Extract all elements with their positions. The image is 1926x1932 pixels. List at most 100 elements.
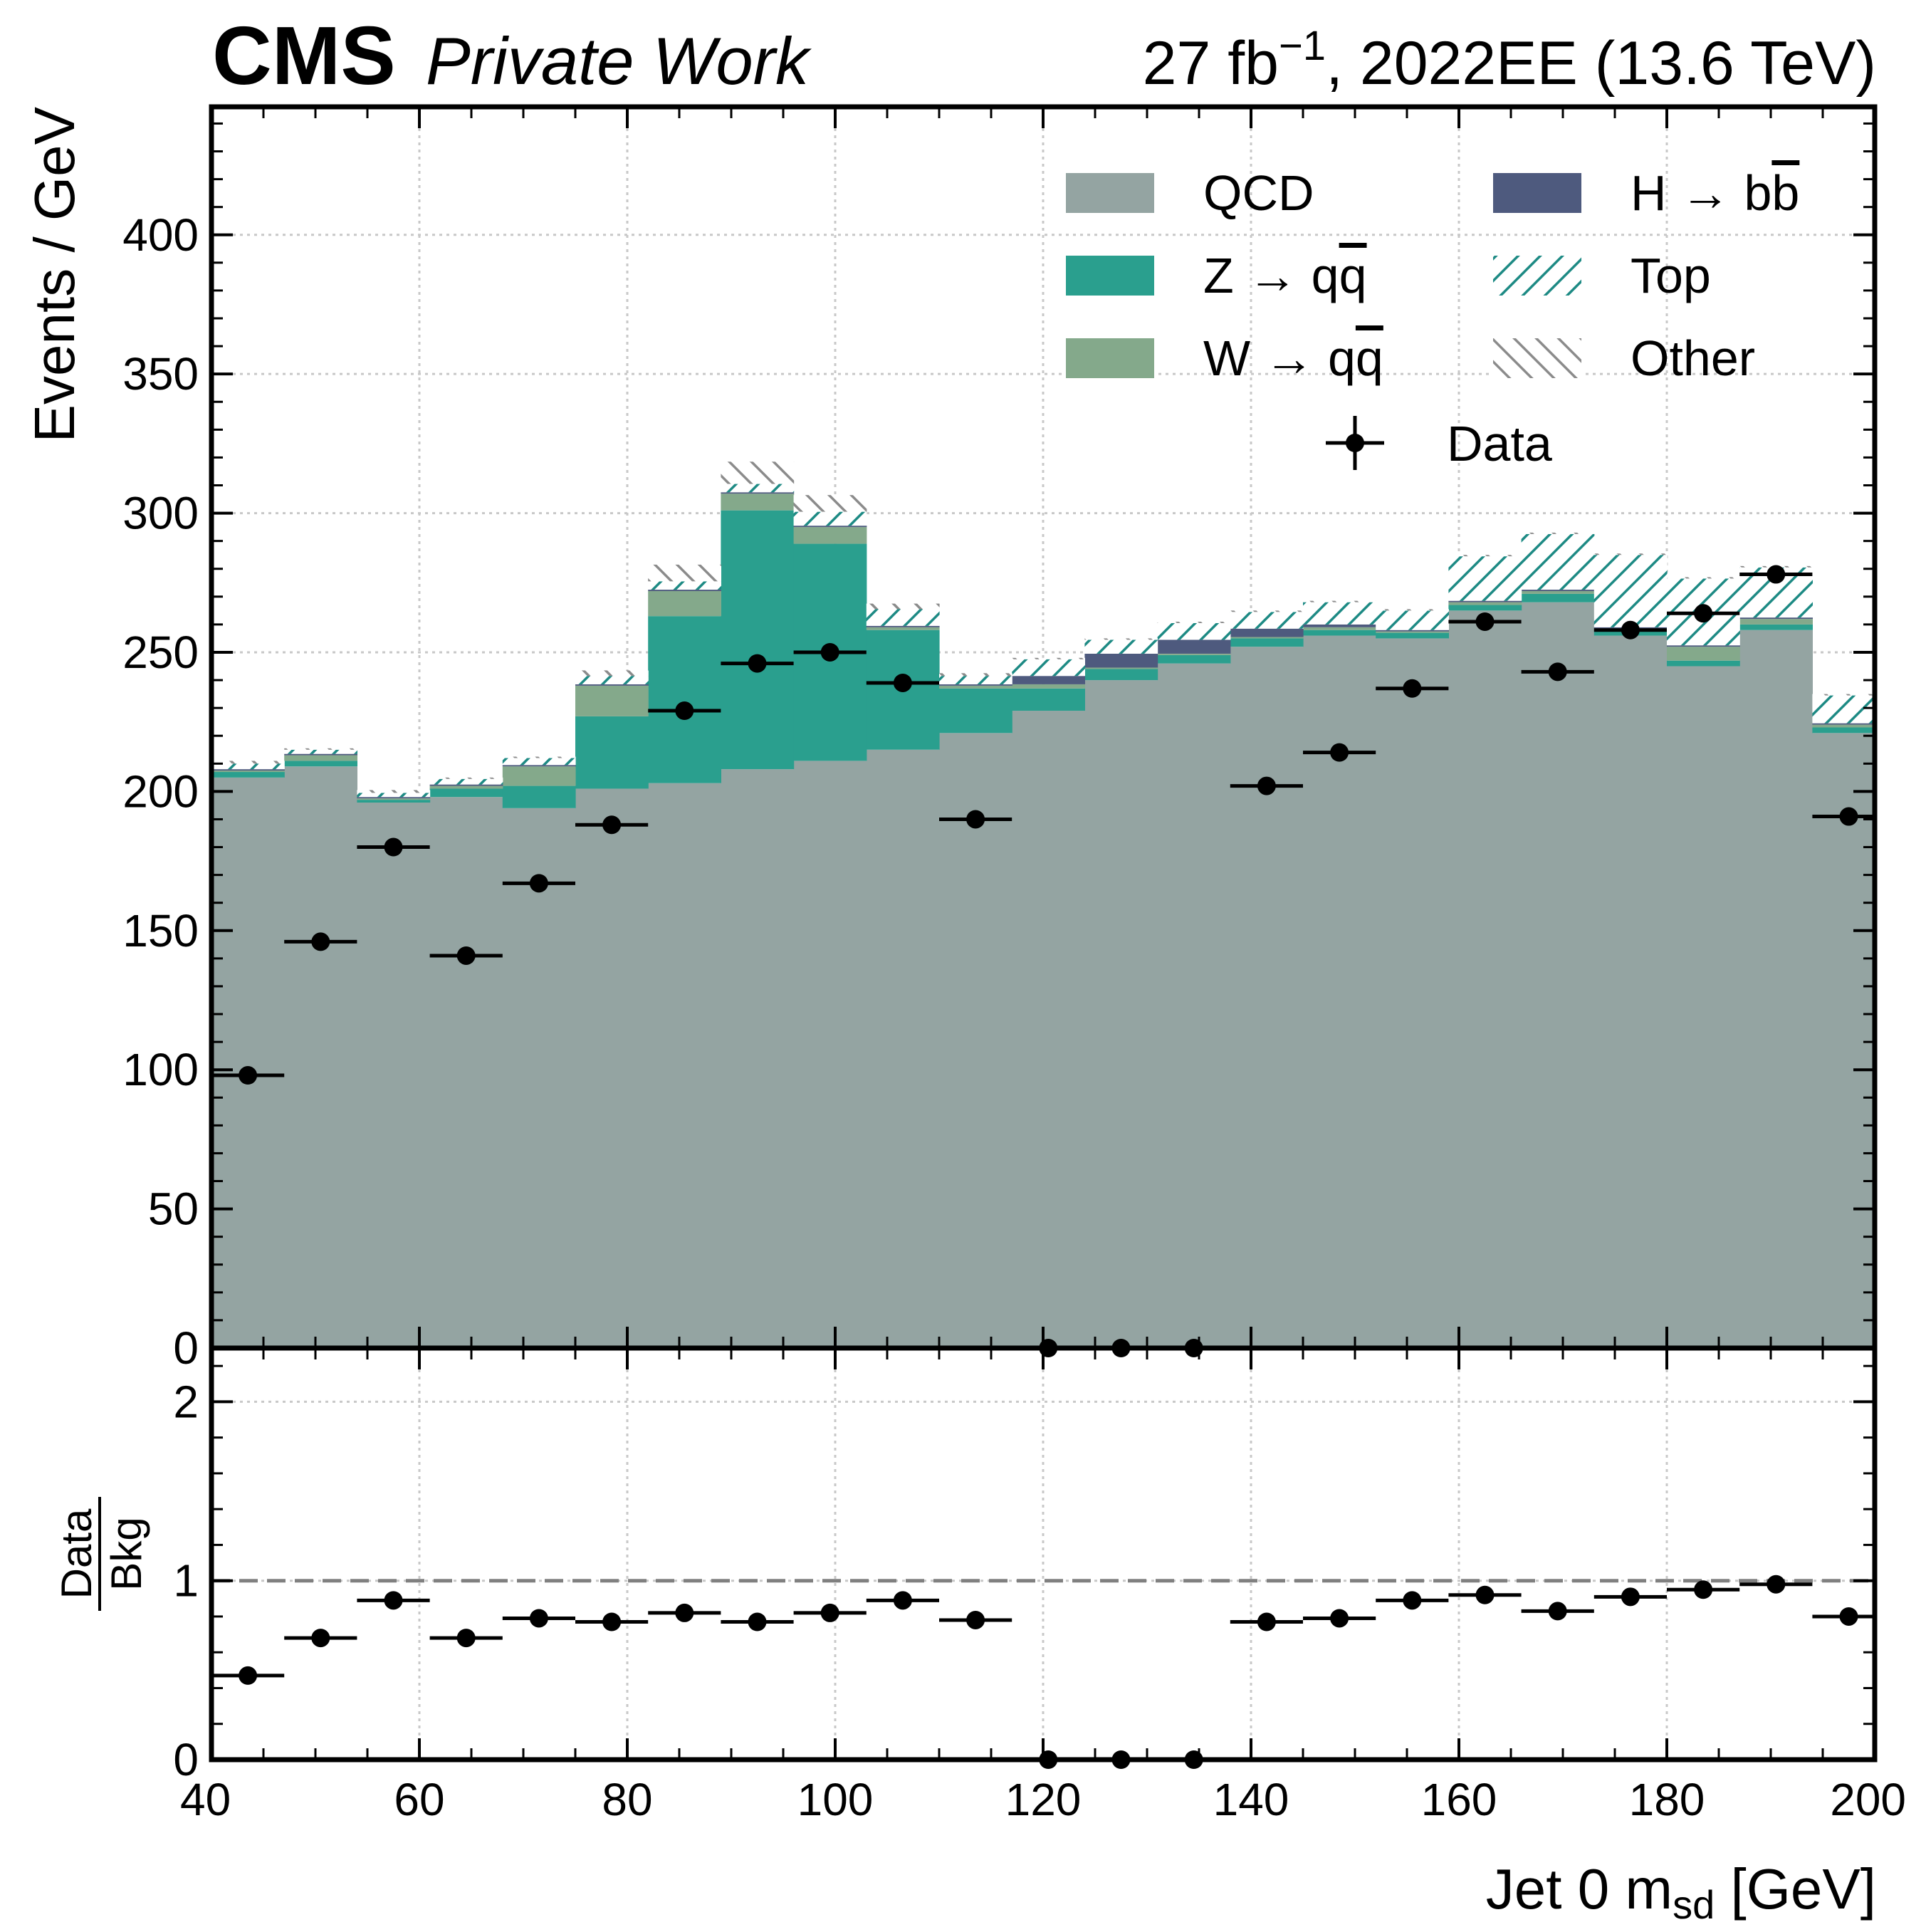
histogram-bar-qcd — [1521, 602, 1595, 1349]
histogram-bar-hbb — [648, 590, 721, 592]
main-y-tick-label: 200 — [122, 766, 199, 817]
histogram-bar-hbb — [721, 492, 795, 494]
histogram-bar-top — [1012, 659, 1085, 677]
histogram-bar-hbb — [1157, 639, 1231, 654]
histogram-bar-wqq — [429, 785, 503, 789]
histogram-bar-qcd — [1230, 647, 1304, 1348]
legend-label-hbb: H → bb — [1631, 165, 1799, 221]
histogram-bar-wqq — [575, 685, 649, 716]
data-point — [602, 815, 622, 835]
data-point — [1475, 612, 1495, 631]
histogram-bar-other — [1230, 610, 1304, 612]
histogram-bar-zqq — [357, 800, 431, 803]
main-y-axis: 0 50 100 150 200 250 300 350 400 — [122, 107, 1876, 1374]
histogram-bar-other — [648, 564, 721, 582]
histogram-bar-hbb — [1448, 600, 1522, 602]
histogram-bar-other — [1157, 621, 1231, 623]
ratio-point — [1548, 1602, 1567, 1621]
histogram-bar-hbb — [1303, 624, 1376, 627]
ratio-point — [384, 1591, 403, 1610]
histogram-bar-other — [721, 461, 795, 484]
data-point — [1621, 620, 1640, 639]
histogram-bar-zqq — [1739, 624, 1813, 630]
histogram-bar-top — [211, 763, 285, 770]
histogram-bar-qcd — [1812, 733, 1875, 1348]
histogram-bar-wqq — [1376, 631, 1449, 633]
histogram-bar-top — [1448, 556, 1522, 601]
histogram-bar-hbb — [357, 797, 431, 799]
histogram-bar-qcd — [211, 777, 285, 1348]
histogram-bar-wqq — [1157, 653, 1231, 655]
histogram-bar-other — [357, 790, 431, 793]
histogram-bar-top — [1593, 555, 1668, 627]
data-point — [311, 932, 330, 951]
ratio-point — [893, 1591, 912, 1610]
histogram-bar-wqq — [1084, 667, 1158, 669]
x-tick-label: 160 — [1421, 1774, 1497, 1825]
ratio-y-tick-label: 2 — [173, 1376, 199, 1427]
histogram-bar-zqq — [1667, 660, 1740, 667]
data-points — [211, 565, 1875, 1357]
ratio-point — [748, 1612, 767, 1631]
histogram-bar-wqq — [1230, 637, 1304, 639]
histogram-bar-hbb — [1012, 676, 1085, 684]
histogram-bar-qcd — [1303, 635, 1376, 1348]
histogram-bar-zqq — [1084, 669, 1158, 681]
histogram-bar-top — [284, 749, 357, 754]
ratio-y-axis-denominator: Bkg — [103, 1517, 150, 1590]
ratio-panel: 40 60 80 100 120 140 160 180 200 0 1 2 — [173, 1345, 1906, 1825]
histogram-bar-zqq — [1303, 630, 1376, 636]
ratio-point — [1257, 1612, 1276, 1631]
legend-swatch-wqq — [1066, 338, 1154, 378]
data-point — [456, 946, 476, 965]
legend-label-qcd: QCD — [1203, 165, 1314, 221]
histogram-bar-zqq — [575, 716, 649, 789]
histogram-bar-hbb — [1230, 628, 1304, 637]
histogram-bar-other — [1303, 600, 1376, 602]
histogram-bar-top — [1376, 610, 1449, 630]
legend-swatch-other — [1493, 338, 1581, 378]
histogram-bar-hbb — [1376, 630, 1449, 632]
histogram-bar-zqq — [284, 761, 357, 767]
histogram-bar-zqq — [721, 510, 795, 770]
histogram-bar-other — [575, 670, 649, 677]
histogram-bar-wqq — [648, 591, 721, 617]
ratio-point — [1767, 1575, 1786, 1594]
data-point — [966, 810, 985, 829]
histogram-bar-other — [866, 603, 940, 610]
histogram-bar-hbb — [1521, 590, 1595, 592]
histogram-bar-wqq — [1667, 647, 1740, 661]
histogram-bar-wqq — [1521, 591, 1595, 594]
histogram-bar-zqq — [648, 616, 721, 783]
data-point — [1548, 662, 1567, 682]
histogram-bar-top — [939, 676, 1012, 684]
legend: QCD Z → qq W → qq H → bb Top Other Data — [1066, 165, 1799, 471]
private-work-label: Private Work — [426, 24, 812, 98]
histogram-bar-top — [1230, 612, 1304, 629]
x-tick-label: 100 — [797, 1774, 874, 1825]
histogram-bar-wqq — [939, 685, 1012, 689]
data-point — [820, 642, 839, 662]
histogram-bar-qcd — [429, 797, 503, 1348]
histogram-bar-hbb — [429, 784, 503, 786]
ratio-point — [1330, 1609, 1349, 1628]
x-tick-label: 200 — [1830, 1774, 1906, 1825]
histogram-bar-wqq — [502, 766, 576, 786]
histogram-bar-wqq — [284, 755, 357, 761]
legend-swatch-hbb — [1493, 173, 1581, 213]
lumi-suffix: , 2022EE (13.6 TeV) — [1326, 29, 1876, 98]
histogram-bar-top — [1303, 602, 1376, 625]
histogram-bar-other — [284, 748, 357, 750]
histogram-bar-wqq — [1012, 684, 1085, 689]
histogram-bar-qcd — [284, 766, 357, 1348]
main-y-tick-label: 400 — [122, 209, 199, 261]
histogram-bar-zqq — [1230, 638, 1304, 647]
histogram-bar-qcd — [1084, 680, 1158, 1348]
data-point — [1330, 743, 1349, 762]
histogram-bar-wqq — [1739, 619, 1813, 625]
data-point — [239, 1066, 258, 1085]
histogram-bar-wqq — [1303, 627, 1376, 630]
histogram-bar-other — [1521, 532, 1595, 534]
histogram-bar-zqq — [1157, 654, 1231, 664]
